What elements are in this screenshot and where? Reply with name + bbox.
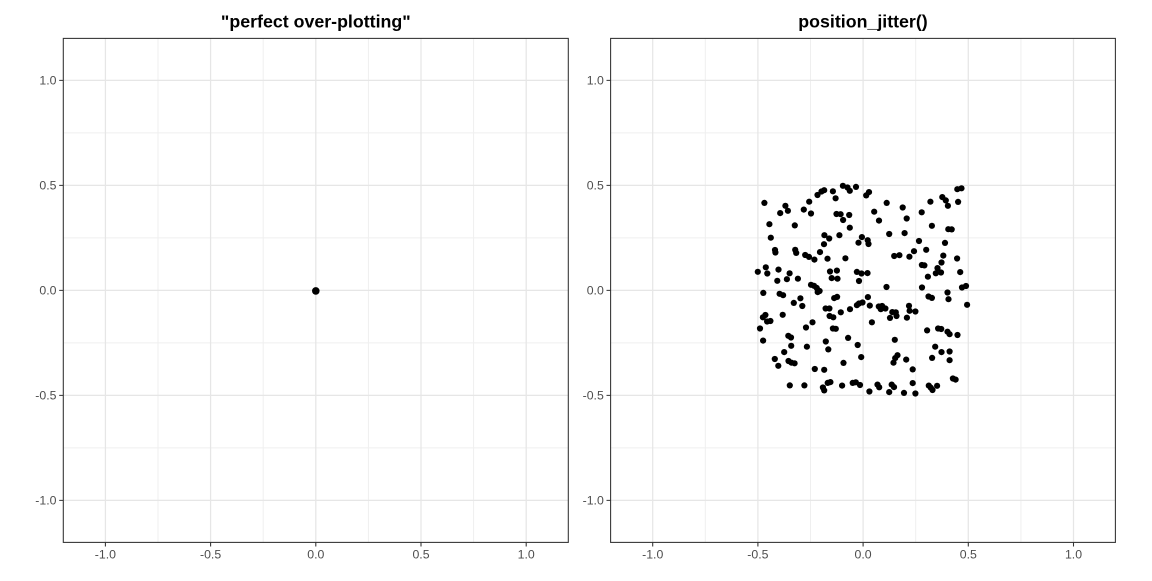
svg-text:-0.5: -0.5 (35, 389, 56, 403)
svg-text:0.5: 0.5 (587, 179, 604, 193)
svg-text:0.0: 0.0 (855, 548, 872, 562)
svg-text:-1.0: -1.0 (642, 548, 663, 562)
svg-text:1.0: 1.0 (587, 74, 604, 88)
svg-text:1.0: 1.0 (39, 74, 56, 88)
svg-text:-0.5: -0.5 (200, 548, 221, 562)
svg-text:0.0: 0.0 (307, 548, 324, 562)
svg-text:-1.0: -1.0 (35, 494, 56, 508)
svg-text:0.5: 0.5 (412, 548, 429, 562)
svg-text:-0.5: -0.5 (747, 548, 768, 562)
svg-text:1.0: 1.0 (1065, 548, 1082, 562)
svg-text:0.5: 0.5 (39, 179, 56, 193)
svg-text:-0.5: -0.5 (583, 389, 604, 403)
svg-text:-1.0: -1.0 (95, 548, 116, 562)
svg-text:0.5: 0.5 (960, 548, 977, 562)
svg-text:position_jitter(): position_jitter() (798, 12, 927, 32)
svg-text:1.0: 1.0 (518, 548, 535, 562)
svg-text:0.0: 0.0 (39, 284, 56, 298)
svg-text:"perfect over-plotting": "perfect over-plotting" (221, 12, 411, 32)
svg-text:-1.0: -1.0 (583, 494, 604, 508)
svg-text:0.0: 0.0 (587, 284, 604, 298)
